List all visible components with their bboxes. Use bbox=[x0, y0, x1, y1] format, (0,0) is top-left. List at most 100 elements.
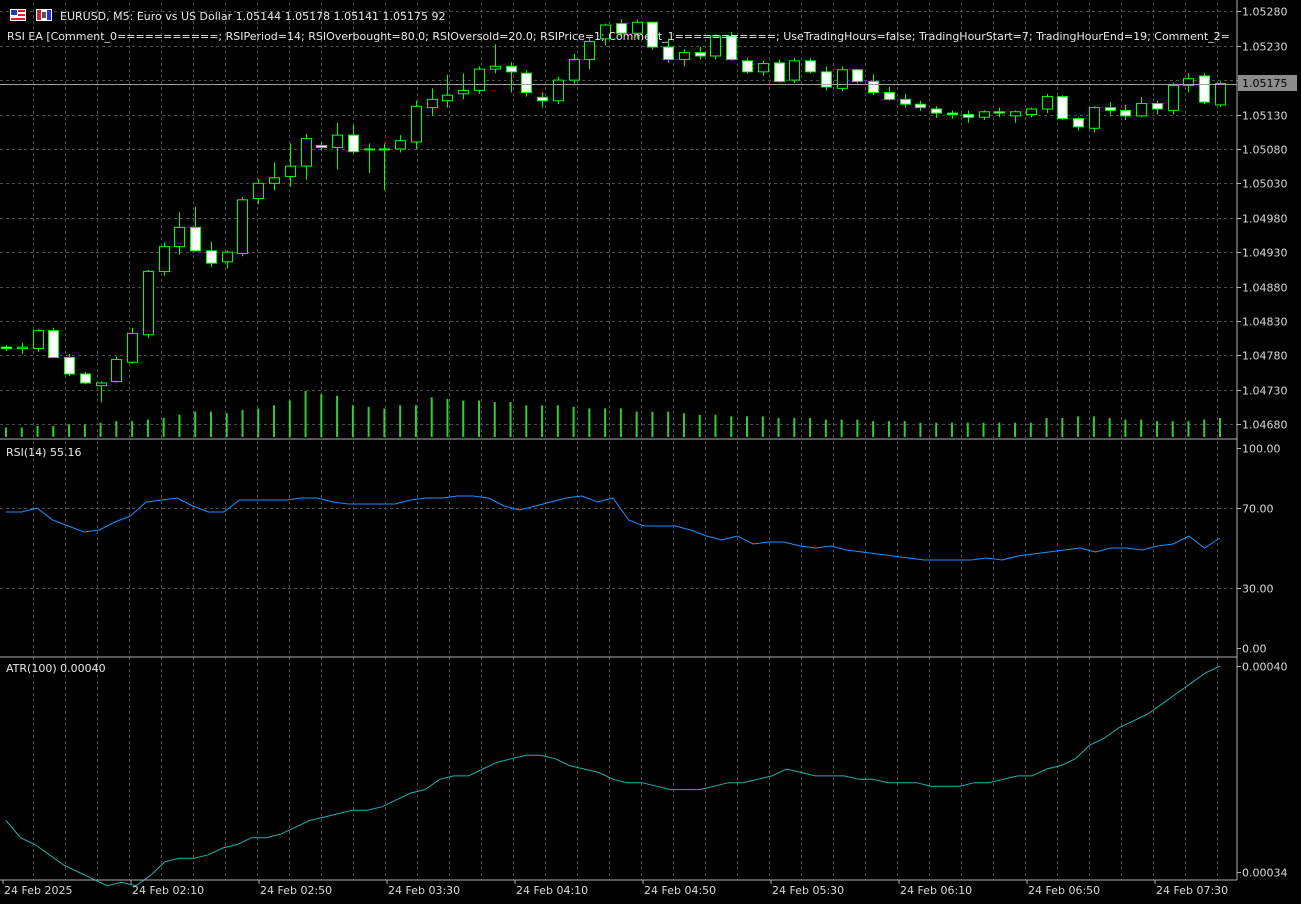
candle-body bbox=[647, 21, 658, 48]
candle-body bbox=[963, 114, 974, 118]
candle-body bbox=[427, 98, 438, 109]
candle-body bbox=[253, 182, 264, 199]
time-tick-label: 24 Feb 07:30 bbox=[1156, 884, 1228, 897]
candle-body bbox=[285, 165, 296, 177]
candle-body bbox=[269, 177, 280, 184]
candle-body bbox=[348, 134, 359, 153]
price-tick-label: 1.04980 bbox=[1242, 213, 1288, 226]
candle-body bbox=[994, 111, 1005, 114]
account-flag-icon bbox=[36, 9, 52, 21]
price-tick-label: 1.04830 bbox=[1242, 316, 1288, 329]
candle-body bbox=[237, 199, 248, 255]
candle-body bbox=[710, 35, 721, 57]
candle-body bbox=[663, 46, 674, 60]
candle-body bbox=[821, 71, 832, 88]
candle-body bbox=[774, 62, 785, 82]
rsi-tick-label: 0.00 bbox=[1242, 643, 1267, 656]
rsi-tick-label: 100.00 bbox=[1242, 443, 1281, 456]
rsi-tick-label: 30.00 bbox=[1242, 583, 1274, 596]
candle-body bbox=[395, 140, 406, 150]
candle-body bbox=[379, 148, 390, 151]
candle-body bbox=[868, 80, 879, 93]
atr-label: ATR(100) 0.00040 bbox=[6, 662, 106, 675]
candle-body bbox=[569, 58, 580, 81]
time-tick-label: 24 Feb 04:10 bbox=[516, 884, 588, 897]
candle-body bbox=[758, 63, 769, 73]
candle-body bbox=[805, 60, 816, 73]
atr-tick-label: 0.00034 bbox=[1242, 867, 1288, 880]
candle-body bbox=[837, 69, 848, 89]
candle-body bbox=[17, 346, 28, 350]
time-tick-label: 24 Feb 04:50 bbox=[644, 884, 716, 897]
price-tick-label: 1.05280 bbox=[1242, 6, 1288, 19]
candle-body bbox=[852, 69, 863, 82]
candle-body bbox=[442, 94, 453, 102]
candle-body bbox=[143, 270, 154, 336]
candle-body bbox=[1073, 118, 1084, 128]
candle-body bbox=[490, 65, 501, 70]
candle-body bbox=[742, 60, 753, 73]
candle-body bbox=[48, 330, 59, 358]
candle-body bbox=[632, 21, 643, 34]
price-tick-label: 1.04730 bbox=[1242, 385, 1288, 398]
symbol-info: EURUSD, M5: Euro vs US Dollar 1.05144 1.… bbox=[60, 10, 446, 23]
candle-body bbox=[127, 332, 138, 363]
candle-body bbox=[900, 98, 911, 105]
candle-body bbox=[206, 250, 217, 264]
price-tick-label: 1.04930 bbox=[1242, 247, 1288, 260]
price-tick-label: 1.04880 bbox=[1242, 282, 1288, 295]
price-tick-label: 1.04680 bbox=[1242, 419, 1288, 432]
candle-body bbox=[1, 346, 12, 350]
candle-body bbox=[506, 65, 517, 73]
candle-body bbox=[159, 246, 170, 272]
candle-body bbox=[364, 148, 375, 151]
current-price-tag bbox=[1238, 75, 1297, 91]
candle-body bbox=[301, 138, 312, 167]
candle-body bbox=[979, 111, 990, 118]
grid bbox=[0, 3, 1237, 880]
time-tick-label: 24 Feb 2025 bbox=[4, 884, 72, 897]
candle-body bbox=[915, 103, 926, 109]
rsi-tick-label: 70.00 bbox=[1242, 503, 1274, 516]
candle-body bbox=[726, 35, 737, 60]
candle-body bbox=[947, 112, 958, 116]
rsi-label: RSI(14) 55.16 bbox=[6, 446, 81, 459]
ea-parameters: RSI EA [Comment_0===========; RSIPeriod=… bbox=[7, 30, 1230, 43]
candle-body bbox=[1152, 102, 1163, 110]
candle-body bbox=[332, 134, 343, 149]
candle-body bbox=[190, 226, 201, 252]
price-tick-label: 1.05030 bbox=[1242, 178, 1288, 191]
atr-tick-label: 0.00040 bbox=[1242, 661, 1288, 674]
axes bbox=[0, 0, 1241, 884]
time-tick-label: 24 Feb 05:30 bbox=[772, 884, 844, 897]
candle-body bbox=[316, 144, 327, 149]
time-tick-label: 24 Feb 03:30 bbox=[388, 884, 460, 897]
candle-body bbox=[1183, 78, 1194, 87]
candle-body bbox=[222, 251, 233, 263]
candle-body bbox=[174, 226, 185, 248]
price-tick-label: 1.05230 bbox=[1242, 41, 1288, 54]
candlesticks[interactable] bbox=[1, 19, 1226, 403]
candle-body bbox=[1215, 83, 1226, 106]
candle-body bbox=[474, 68, 485, 91]
time-tick-label: 24 Feb 02:50 bbox=[260, 884, 332, 897]
symbol-flag-icon bbox=[10, 9, 26, 21]
candle-body bbox=[884, 91, 895, 100]
axis-labels: 1.052801.052301.051801.051301.050801.050… bbox=[4, 6, 1288, 898]
candle-body bbox=[1089, 107, 1100, 129]
price-tick-label: 1.05130 bbox=[1242, 110, 1288, 123]
candle-body bbox=[1136, 102, 1147, 117]
candle-body bbox=[33, 330, 44, 350]
candle-body bbox=[96, 382, 107, 387]
candle-body bbox=[1105, 107, 1116, 111]
candle-body bbox=[1010, 111, 1021, 117]
candle-body bbox=[537, 96, 548, 102]
price-tick-label: 1.05080 bbox=[1242, 144, 1288, 157]
candle-body bbox=[1026, 108, 1037, 116]
time-tick-label: 24 Feb 06:10 bbox=[900, 884, 972, 897]
candle-body bbox=[64, 356, 75, 375]
candle-body bbox=[553, 79, 564, 102]
volume-histogram bbox=[5, 391, 1221, 437]
